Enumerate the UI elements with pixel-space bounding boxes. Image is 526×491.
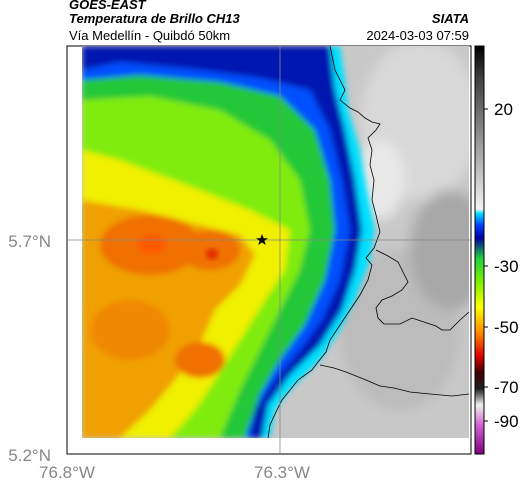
route-subtitle: Vía Medellín - Quibdó 50km	[69, 28, 231, 43]
datetime-label: 2024-03-03 07:59	[366, 28, 469, 43]
colorbar-tick-minus30: -30	[494, 257, 519, 276]
agency-label: SIATA	[431, 11, 469, 26]
colorbar-tick-minus90: -90	[494, 412, 519, 431]
colorbar-tick-minus50: -50	[494, 318, 519, 337]
lat-label-5.7: 5.7°N	[8, 232, 51, 251]
lat-label-5.2: 5.2°N	[8, 446, 51, 465]
colorbar	[474, 45, 488, 455]
star-marker	[256, 234, 268, 245]
brightness-temperature-field	[82, 46, 469, 438]
colorbar-tick-minus70: -70	[494, 378, 519, 397]
satellite-title: GOES-EAST	[69, 0, 146, 12]
lon-label-76.3: 76.3°W	[254, 463, 310, 482]
product-title: Temperatura de Brillo CH13	[69, 11, 240, 26]
colorbar-tick-20: 20	[494, 100, 513, 119]
lon-label-76.8: 76.8°W	[39, 463, 95, 482]
